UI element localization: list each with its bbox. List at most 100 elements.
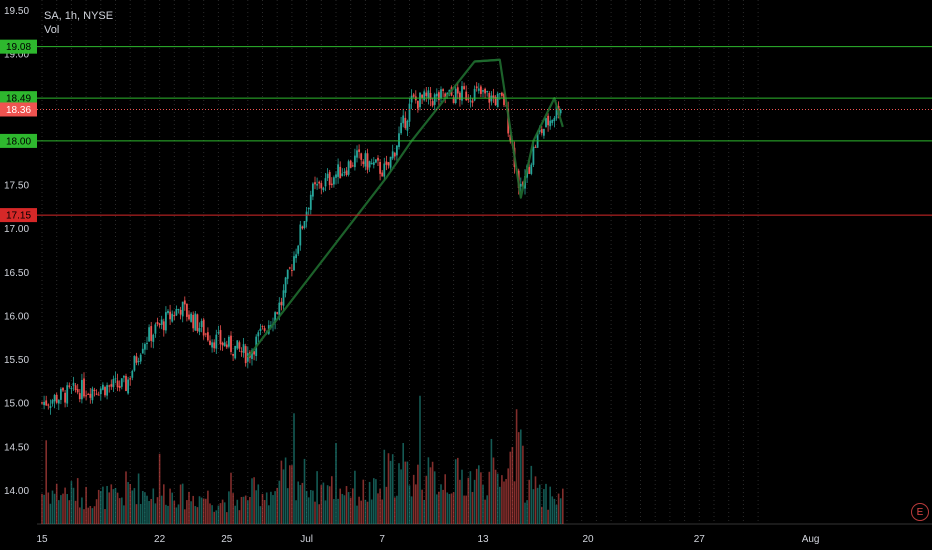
candle-body xyxy=(467,98,470,100)
candle-body xyxy=(236,340,239,349)
volume-bar xyxy=(152,488,155,524)
volume-bar xyxy=(43,494,45,524)
volume-bar xyxy=(448,494,451,524)
candle-body xyxy=(349,160,352,168)
candle-body xyxy=(251,350,253,359)
candle-body xyxy=(396,145,398,156)
candle-body xyxy=(167,310,169,313)
volume-bar xyxy=(446,492,449,524)
candle-body xyxy=(444,93,447,98)
volume-bar xyxy=(51,490,54,524)
volume-bar xyxy=(133,488,136,524)
volume-bar xyxy=(129,484,131,524)
volume-bar xyxy=(400,469,402,524)
volume-bar xyxy=(127,482,129,524)
volume-bar xyxy=(265,492,268,524)
candle-body xyxy=(146,342,148,344)
volume-bar xyxy=(515,409,518,524)
volume-bar xyxy=(421,489,423,524)
candle-body xyxy=(559,109,562,114)
candle-body xyxy=(442,89,444,91)
volume-bar xyxy=(184,509,186,524)
volume-bar xyxy=(142,490,144,524)
y-tick-label: 15.50 xyxy=(4,355,29,366)
volume-bar xyxy=(234,505,236,524)
candle-body xyxy=(108,385,111,387)
candle-body xyxy=(494,96,497,106)
volume-bar xyxy=(354,470,356,524)
volume-bar xyxy=(406,461,409,524)
volume-bar xyxy=(503,481,505,524)
candle-body xyxy=(475,86,478,89)
volume-bar xyxy=(538,484,541,524)
candle-body xyxy=(47,404,50,406)
price-level-label: 18.49 xyxy=(6,94,31,105)
candle-body xyxy=(509,134,512,142)
volume-bar xyxy=(457,457,459,524)
candle-body xyxy=(141,348,144,354)
candle-body xyxy=(144,343,146,350)
candle-body xyxy=(53,395,56,402)
volume-bar xyxy=(179,484,182,524)
candle-body xyxy=(440,89,442,99)
volume-bar xyxy=(158,453,161,524)
volume-bar xyxy=(461,469,463,524)
candle-body xyxy=(175,308,178,316)
candle-body xyxy=(305,211,308,222)
volume-bar xyxy=(524,502,526,524)
volume-bar xyxy=(137,473,140,524)
volume-bar xyxy=(72,487,75,524)
trend-line[interactable] xyxy=(474,58,500,63)
candle-body xyxy=(244,346,247,364)
candle-body xyxy=(261,326,264,328)
volume-bar xyxy=(530,465,533,524)
candle-body xyxy=(519,183,522,187)
volume-bar xyxy=(368,481,371,524)
candle-body xyxy=(242,344,245,353)
volume-bar xyxy=(188,491,190,524)
volume-bar xyxy=(496,473,499,524)
candle-body xyxy=(364,153,367,167)
candle-body xyxy=(102,384,104,390)
candle-body xyxy=(404,117,407,129)
candle-body xyxy=(223,342,226,347)
volume-bar xyxy=(95,499,98,524)
volume-bar xyxy=(509,451,512,524)
volume-bar xyxy=(404,461,407,524)
volume-bar xyxy=(85,486,87,524)
volume-bar xyxy=(480,472,482,524)
volume-bar xyxy=(223,502,226,524)
earnings-badge[interactable]: E xyxy=(911,503,929,521)
volume-bar xyxy=(408,485,411,524)
candle-body xyxy=(173,315,176,317)
candle-body xyxy=(324,178,327,187)
candle-body xyxy=(408,103,411,122)
volume-bar xyxy=(118,498,121,524)
x-tick-label: 22 xyxy=(154,534,166,545)
candle-body xyxy=(230,335,232,352)
volume-bar xyxy=(295,500,297,524)
volume-bar xyxy=(465,495,467,524)
volume-bar xyxy=(339,488,341,524)
price-level-label: 17.15 xyxy=(6,211,31,222)
candle-body xyxy=(320,183,323,189)
volume-bar xyxy=(45,440,47,524)
volume-bar xyxy=(490,438,493,524)
chart-legend: SA, 1h, NYSE Vol xyxy=(44,9,113,37)
candle-body xyxy=(377,157,379,161)
volume-bar xyxy=(364,499,367,524)
candle-body xyxy=(343,171,346,173)
volume-bar xyxy=(303,458,306,524)
volume-bar xyxy=(438,491,440,524)
volume-bar xyxy=(341,493,344,524)
volume-bar xyxy=(379,488,381,524)
volume-bar xyxy=(431,461,434,524)
volume-bar xyxy=(499,486,501,524)
candle-body xyxy=(412,94,415,97)
volume-bar xyxy=(89,505,92,524)
volume-bar xyxy=(76,478,79,524)
volume-bar xyxy=(259,506,262,524)
candle-body xyxy=(402,115,405,124)
price-level-tag xyxy=(0,102,37,117)
